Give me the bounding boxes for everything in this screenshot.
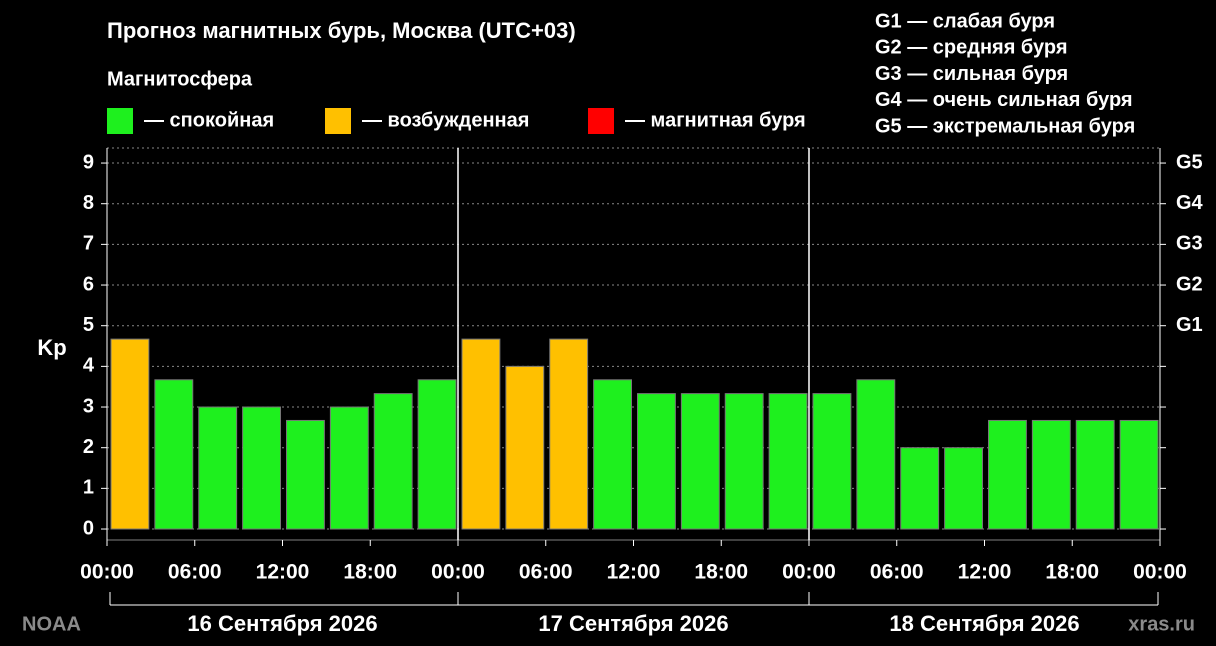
y-tick-label: 5 bbox=[83, 314, 94, 336]
y2-tick-label: G4 bbox=[1176, 192, 1204, 214]
bar bbox=[856, 379, 896, 530]
x-tick-label: 18:00 bbox=[1045, 561, 1099, 584]
y-tick-label: 1 bbox=[83, 477, 94, 499]
y-tick-label: 0 bbox=[83, 517, 94, 539]
bar bbox=[417, 379, 457, 530]
x-tick-label: 06:00 bbox=[168, 561, 222, 584]
y2-tick-label: G2 bbox=[1176, 273, 1203, 295]
x-tick-label: 00:00 bbox=[782, 561, 836, 584]
y2-tick-label: G3 bbox=[1176, 233, 1203, 255]
chart-title: Прогноз магнитных бурь, Москва (UTC+03) bbox=[107, 18, 576, 43]
storm-scale-item: G2 — средняя буря bbox=[875, 37, 1068, 59]
bar bbox=[198, 406, 238, 530]
bar bbox=[988, 419, 1027, 530]
bar bbox=[900, 447, 940, 530]
y-axis-label: Kp bbox=[37, 335, 66, 360]
bar bbox=[505, 365, 545, 530]
bar bbox=[944, 447, 983, 530]
site: xras.ru bbox=[1128, 613, 1195, 635]
bar bbox=[637, 393, 676, 530]
y-tick-label: 2 bbox=[83, 436, 94, 458]
y2-tick-label: G1 bbox=[1176, 314, 1203, 336]
bar bbox=[329, 406, 369, 530]
legend-label: — возбужденная bbox=[362, 109, 529, 131]
bar bbox=[1075, 419, 1115, 530]
x-tick-label: 12:00 bbox=[256, 561, 310, 584]
bar bbox=[461, 338, 501, 530]
x-tick-label: 00:00 bbox=[80, 561, 134, 584]
bar bbox=[154, 379, 194, 530]
storm-scale-item: G5 — экстремальная буря bbox=[875, 115, 1135, 137]
bar bbox=[593, 379, 632, 530]
x-tick-label: 18:00 bbox=[343, 561, 397, 584]
legend-swatch bbox=[107, 108, 133, 134]
bar bbox=[110, 338, 150, 530]
legend-label: — спокойная bbox=[144, 109, 274, 131]
day-label: 18 Сентября 2026 bbox=[889, 611, 1079, 636]
y-tick-label: 6 bbox=[83, 273, 94, 295]
day-label: 17 Сентября 2026 bbox=[538, 611, 728, 636]
bar bbox=[724, 393, 764, 530]
legend-swatch bbox=[325, 108, 351, 134]
bar bbox=[680, 393, 720, 530]
storm-scale-item: G3 — сильная буря bbox=[875, 63, 1068, 85]
x-tick-label: 00:00 bbox=[1133, 561, 1187, 584]
legend-title: Магнитосфера bbox=[107, 68, 253, 90]
x-tick-label: 06:00 bbox=[870, 561, 924, 584]
storm-scale-item: G4 — очень сильная буря bbox=[875, 89, 1133, 111]
x-tick-label: 00:00 bbox=[431, 561, 485, 584]
y-tick-label: 4 bbox=[83, 355, 95, 377]
bar bbox=[286, 419, 325, 530]
bar bbox=[812, 393, 852, 530]
y-tick-label: 7 bbox=[83, 233, 94, 255]
x-tick-label: 06:00 bbox=[519, 561, 573, 584]
y-tick-label: 8 bbox=[83, 192, 94, 214]
day-label: 16 Сентября 2026 bbox=[187, 611, 377, 636]
bar bbox=[1119, 419, 1159, 530]
y-tick-label: 3 bbox=[83, 395, 94, 417]
bar bbox=[768, 393, 808, 530]
y-tick-label: 9 bbox=[83, 151, 94, 173]
x-tick-label: 12:00 bbox=[607, 561, 661, 584]
x-tick-label: 18:00 bbox=[694, 561, 748, 584]
y2-tick-label: G5 bbox=[1176, 151, 1203, 173]
bar bbox=[242, 406, 281, 530]
legend-label: — магнитная буря bbox=[625, 109, 806, 131]
bar bbox=[373, 393, 413, 530]
legend-swatch bbox=[588, 108, 614, 134]
source: NOAA bbox=[22, 613, 81, 635]
bar bbox=[1031, 419, 1071, 530]
x-tick-label: 12:00 bbox=[958, 561, 1012, 584]
storm-scale-item: G1 — слабая буря bbox=[875, 10, 1055, 32]
bar bbox=[549, 338, 589, 530]
